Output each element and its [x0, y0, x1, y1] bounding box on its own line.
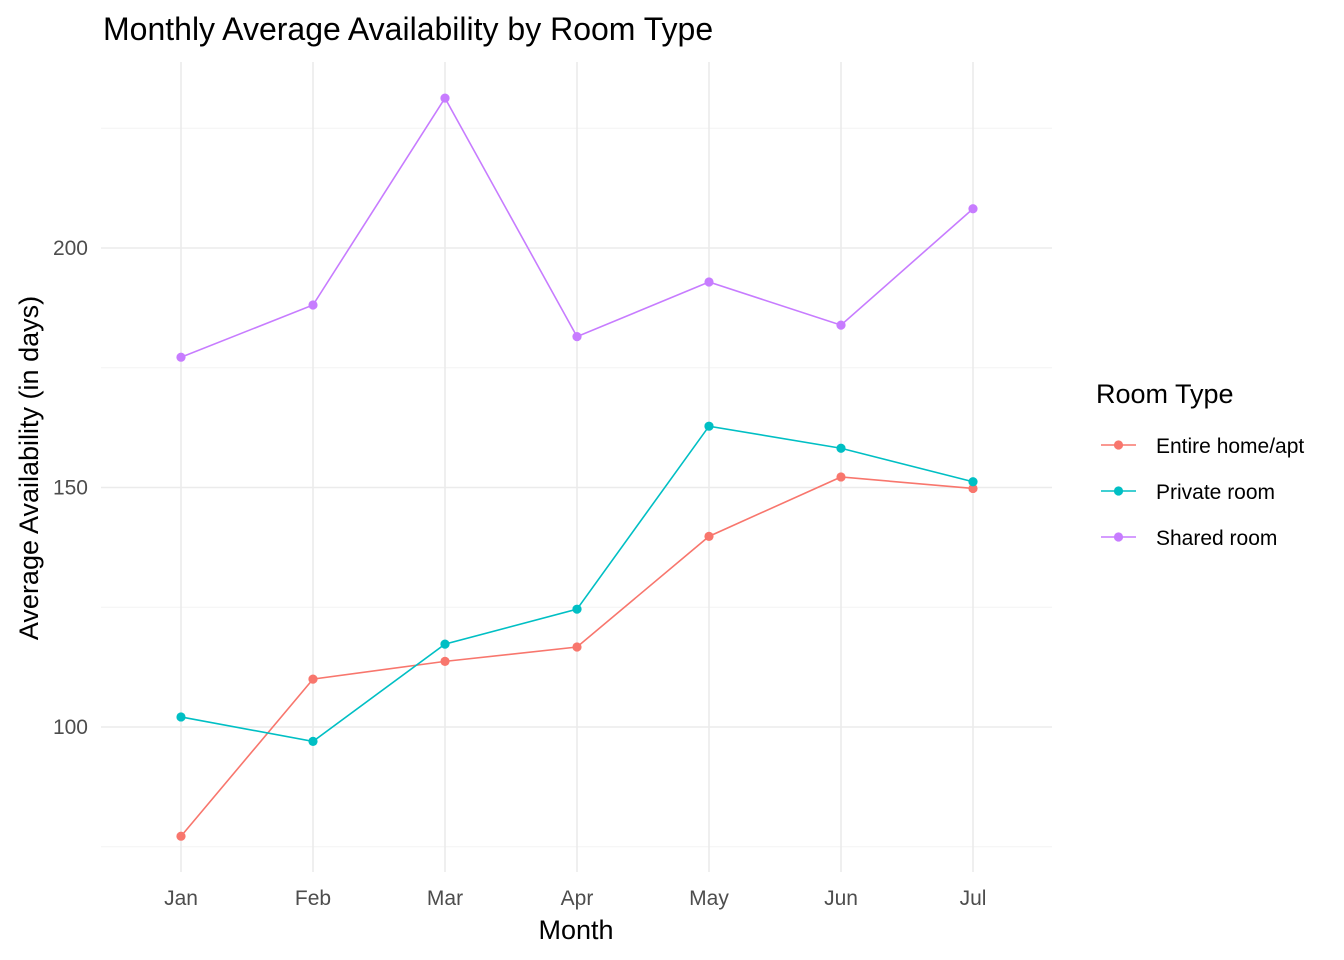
- x-tick-label: May: [689, 887, 729, 910]
- data-point: [704, 531, 714, 541]
- legend-key-point: [1113, 440, 1124, 450]
- x-tick-label: Apr: [561, 887, 594, 910]
- x-tick-label: Jun: [824, 887, 858, 910]
- data-point: [968, 477, 978, 487]
- series-entire-home-apt: [176, 472, 978, 841]
- y-tick-label: 100: [53, 716, 88, 739]
- data-point: [176, 831, 186, 841]
- data-point: [440, 93, 450, 103]
- data-point: [704, 421, 714, 431]
- y-axis-ticks: 100 150 200: [53, 237, 88, 739]
- y-tick-label: 200: [53, 237, 88, 260]
- legend-title: Room Type: [1096, 379, 1234, 409]
- legend: Room Type Entire home/apt Private room Sha…: [1096, 379, 1304, 550]
- x-tick-label: Mar: [427, 887, 463, 910]
- x-axis-title: Month: [538, 915, 613, 945]
- data-point: [308, 300, 318, 310]
- series-shared-room: [176, 93, 978, 362]
- legend-key-point: [1113, 532, 1124, 542]
- series-layer: [176, 93, 978, 841]
- data-point: [176, 352, 186, 362]
- x-tick-label: Feb: [295, 887, 331, 910]
- legend-label: Entire home/apt: [1156, 435, 1304, 458]
- legend-item: Entire home/apt: [1101, 435, 1304, 458]
- chart-title: Monthly Average Availability by Room Typ…: [103, 11, 713, 47]
- data-point: [836, 443, 846, 453]
- data-point: [704, 277, 714, 287]
- series-private-room: [176, 421, 978, 746]
- data-point: [176, 712, 186, 722]
- data-point: [440, 639, 450, 649]
- data-point: [836, 320, 846, 330]
- x-tick-label: Jan: [164, 887, 198, 910]
- data-point: [440, 656, 450, 666]
- data-point: [836, 472, 846, 482]
- legend-key-point: [1113, 486, 1124, 496]
- data-point: [572, 332, 582, 342]
- legend-item: Private room: [1101, 481, 1275, 504]
- data-point: [968, 483, 978, 494]
- data-point: [572, 642, 582, 652]
- x-axis-ticks: Jan Feb Mar Apr May Jun Jul: [164, 887, 986, 910]
- data-point: [968, 204, 978, 214]
- data-point: [308, 674, 318, 684]
- data-point: [308, 736, 318, 746]
- y-axis-title: Average Availability (in days): [14, 296, 44, 640]
- data-point: [572, 604, 582, 614]
- x-tick-label: Jul: [960, 887, 987, 910]
- y-tick-label: 150: [53, 477, 88, 500]
- legend-item: Shared room: [1101, 527, 1277, 550]
- grid: [101, 62, 1052, 872]
- legend-label: Shared room: [1156, 527, 1277, 550]
- legend-label: Private room: [1156, 481, 1275, 504]
